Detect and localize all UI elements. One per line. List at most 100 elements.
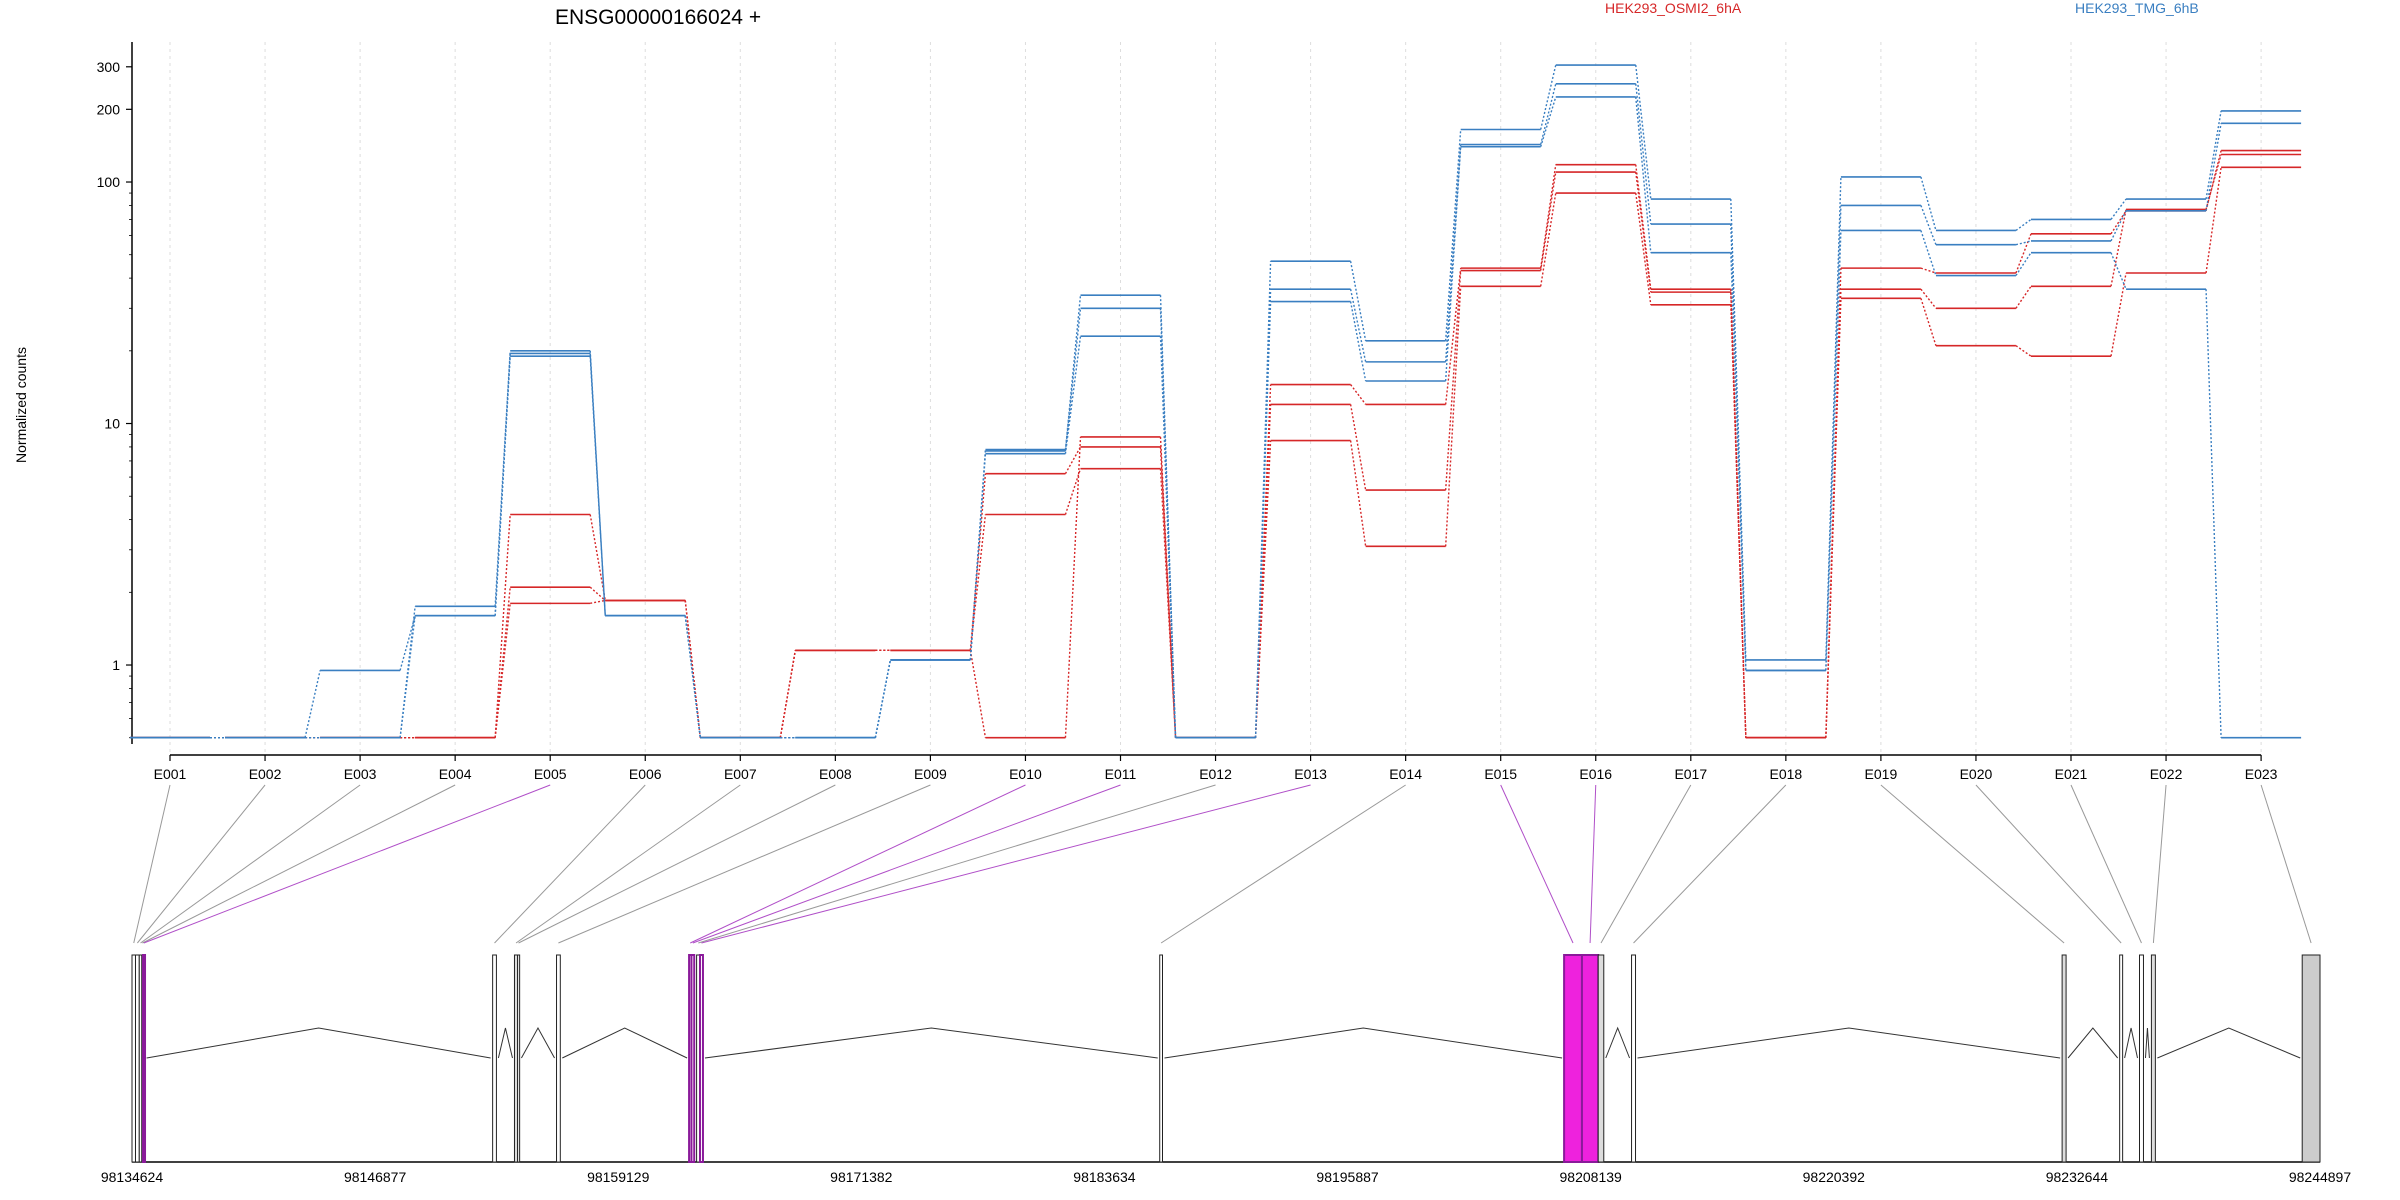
series-connector — [590, 599, 606, 605]
data-series — [130, 64, 2302, 739]
coord-label-5: 98195887 — [1316, 1169, 1379, 1185]
exon-e018 — [1631, 954, 1637, 1163]
series-connector — [1349, 440, 1367, 547]
x-tick-label-e001: E001 — [154, 766, 187, 782]
series-connector — [1064, 446, 1082, 474]
connector-e016 — [1589, 784, 1597, 944]
series-connector — [1730, 289, 1747, 738]
connector-e001 — [133, 784, 171, 944]
series-connector — [1444, 146, 1462, 382]
series-connector — [494, 587, 511, 738]
legend-entry-tmg: HEK293_TMG_6hB — [2075, 0, 2199, 16]
series-connector — [589, 514, 606, 601]
connector-e012 — [698, 784, 1216, 944]
series-connector — [1825, 205, 1842, 671]
series-connector — [1920, 267, 1937, 274]
series-connector — [494, 603, 511, 738]
grid-lines — [169, 42, 2262, 755]
connector-e004 — [142, 784, 456, 944]
x-tick-label-e013: E013 — [1294, 766, 1327, 782]
exon-e014 — [1159, 954, 1163, 1163]
legend-entry-osmi2: HEK293_OSMI2_6hA — [1605, 0, 1742, 16]
exon-e017 — [1597, 954, 1605, 1163]
chart-title: ENSG00000166024 + — [555, 6, 761, 29]
series-connector — [1064, 436, 1082, 738]
series-connector — [2110, 272, 2127, 357]
series-connector — [2110, 210, 2127, 235]
exon-e019 — [2061, 954, 2067, 1163]
series-connector — [684, 600, 701, 738]
coord-label-7: 98220392 — [1803, 1169, 1866, 1185]
series-connector — [494, 514, 511, 738]
series-connector — [1444, 129, 1462, 341]
series-connector — [1064, 468, 1082, 515]
y-tick-label-10: 10 — [104, 416, 120, 432]
x-tick-label-e021: E021 — [2055, 766, 2088, 782]
gene-model: 98134624 98146877 98159129 98171382 98183634… — [101, 954, 2352, 1185]
series-connector — [2015, 285, 2032, 309]
series-connector — [1920, 205, 1937, 245]
series-connector — [874, 659, 892, 738]
exon-e016 — [1580, 954, 1600, 1163]
series-connector — [1159, 295, 1177, 738]
series-connector — [1540, 83, 1557, 145]
intron-e008-e009 — [520, 1026, 555, 1059]
series-connector — [1349, 261, 1367, 341]
series-connector — [1635, 171, 1652, 293]
series-connector — [969, 449, 987, 660]
exon-e011 — [690, 954, 696, 1163]
x-tick-label-e019: E019 — [1865, 766, 1898, 782]
exon-e005 — [142, 954, 147, 1163]
y-tick-label-300: 300 — [97, 59, 121, 75]
series-connector — [1064, 336, 1082, 454]
x-tick-label-e010: E010 — [1009, 766, 1042, 782]
series-connector — [1349, 301, 1367, 382]
intron-e013-e014 — [704, 1027, 1158, 1059]
series-connector — [969, 650, 987, 738]
series-connector — [1540, 164, 1557, 269]
x-tick-label-e015: E015 — [1484, 766, 1517, 782]
exon-e001 — [131, 954, 136, 1163]
series-connector — [2205, 123, 2222, 211]
series-connector — [1635, 164, 1652, 290]
series-connector — [1825, 268, 1842, 738]
coord-label-9: 98244897 — [2289, 1169, 2352, 1185]
series-connector — [1540, 96, 1557, 147]
exon-e022 — [2150, 954, 2156, 1163]
series-connector — [1350, 384, 1367, 405]
series-connector — [1540, 64, 1557, 130]
series-connector — [1254, 261, 1272, 738]
coord-label-4: 98183634 — [1073, 1169, 1136, 1185]
x-tick-label-e016: E016 — [1579, 766, 1612, 782]
y-tick-label-200: 200 — [97, 101, 121, 117]
x-tick-label-e003: E003 — [344, 766, 377, 782]
connector-e003 — [140, 784, 361, 944]
series-connector — [2110, 198, 2127, 220]
connector-e020 — [1975, 784, 2122, 944]
connector-e023 — [2260, 784, 2312, 944]
coord-label-0: 98134624 — [101, 1169, 164, 1185]
series-connector — [779, 650, 797, 738]
series-connector — [2110, 252, 2127, 290]
series-connector — [684, 615, 701, 738]
series-connector — [2110, 210, 2127, 242]
series-connector — [1540, 192, 1557, 287]
series-connector — [1159, 446, 1177, 738]
intron-e005-e006 — [146, 1027, 491, 1059]
connector-e011 — [692, 784, 1121, 944]
intron-e021-e022 — [2144, 1027, 2150, 1059]
series-connector — [399, 606, 416, 738]
coord-label-1: 98146877 — [344, 1169, 407, 1185]
coord-label-6: 98208139 — [1560, 1169, 1623, 1185]
series-connector — [2015, 218, 2032, 232]
x-tick-label-e020: E020 — [1960, 766, 1993, 782]
coord-label-3: 98171382 — [830, 1169, 893, 1185]
connector-e010 — [690, 784, 1026, 944]
series-1 — [130, 153, 2302, 739]
connector-e018 — [1633, 784, 1787, 944]
x-tick-label-e018: E018 — [1769, 766, 1802, 782]
series-connector — [1635, 192, 1652, 305]
intron-e022-e023 — [2157, 1027, 2301, 1059]
series-connector — [2015, 240, 2032, 246]
